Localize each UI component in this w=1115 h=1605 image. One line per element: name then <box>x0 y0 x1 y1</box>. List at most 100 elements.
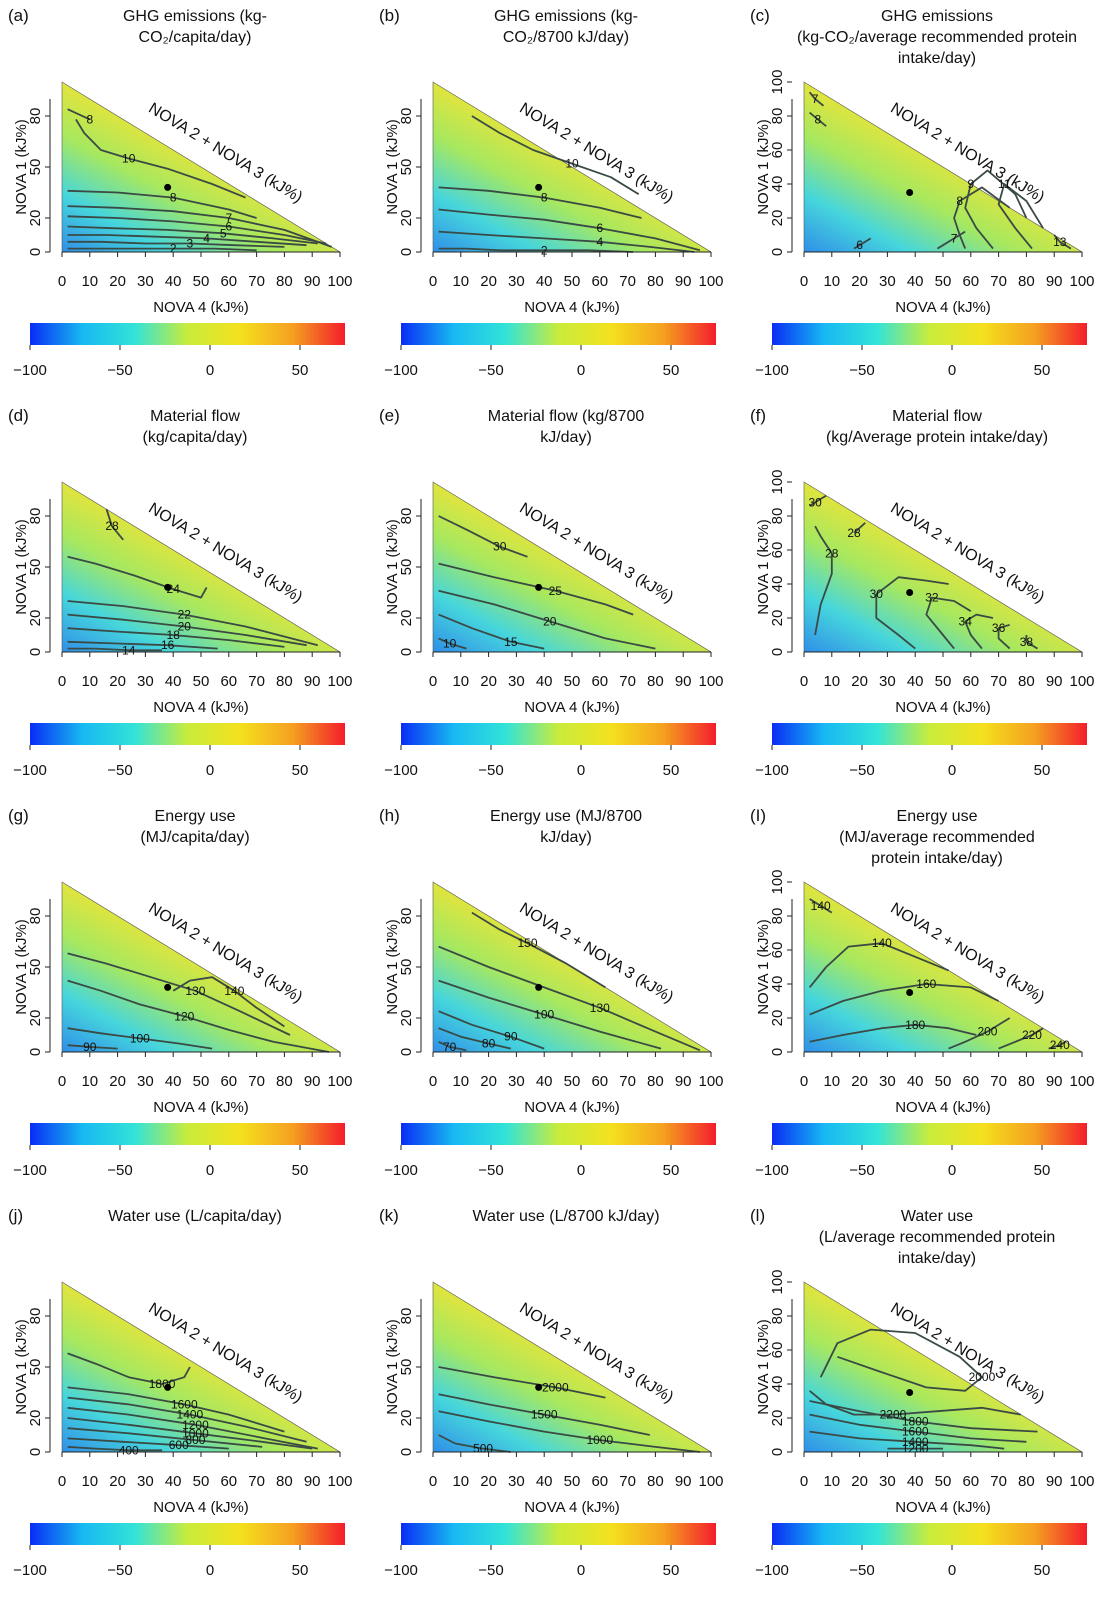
x-tick-label: 100 <box>698 1473 723 1490</box>
contour-line <box>67 1386 285 1433</box>
x-tick-label: 70 <box>248 1473 265 1490</box>
panel-label: (k) <box>379 1206 399 1225</box>
contour-line <box>438 613 545 650</box>
colorbar-tick-label: 50 <box>1034 362 1051 379</box>
contour-line <box>814 525 833 636</box>
x-tick-label: 40 <box>907 273 924 290</box>
y-tick-label: 50 <box>27 559 44 576</box>
colorbar-tick-label: 50 <box>663 1162 680 1179</box>
contour-line <box>67 108 91 121</box>
x-tick-label: 80 <box>276 1473 293 1490</box>
contour-label: 7 <box>951 231 958 245</box>
contour-line <box>438 637 467 650</box>
x-axis-title: NOVA 4 (kJ%) <box>895 299 991 316</box>
x-tick-label: 70 <box>248 673 265 690</box>
contour-line <box>809 1430 1005 1450</box>
x-tick-label: 0 <box>429 273 437 290</box>
contour-label: 8 <box>86 112 93 126</box>
y-axis-title: NOVA 1 (kJ%) <box>13 519 30 615</box>
y-tick-label: 80 <box>398 508 415 525</box>
colorbar-tick-label: 50 <box>1034 1562 1051 1579</box>
mean-diet-point <box>535 983 543 991</box>
contour-label: 1400 <box>902 1435 929 1449</box>
colorbar-tick-label: 0 <box>948 1162 956 1179</box>
colorbar-tick-label: −50 <box>849 1162 874 1179</box>
contour-line <box>953 186 1011 249</box>
mean-diet-point <box>164 1383 172 1391</box>
y-tick-label: 0 <box>398 648 415 656</box>
panel-title-line: Energy use (MJ/8700 <box>489 808 643 825</box>
x-tick-label: 10 <box>823 273 840 290</box>
y-tick-label: 20 <box>769 210 786 227</box>
colorbar <box>30 723 345 745</box>
x-tick-label: 20 <box>109 1473 126 1490</box>
panel-title-line: intake/day) <box>897 50 977 67</box>
contour-label: 180 <box>905 1018 925 1032</box>
x-tick-label: 100 <box>698 673 723 690</box>
colorbar-tick-label: −100 <box>13 362 47 379</box>
panel-title-line: CO₂/8700 kJ/day) <box>502 29 630 46</box>
contour-line <box>997 183 1044 250</box>
panel-8: (I) Energy use (MJ/average recommended prot… <box>742 800 1113 1200</box>
x-tick-label: 60 <box>220 673 237 690</box>
y-tick-label: 40 <box>769 1376 786 1393</box>
contour-line <box>809 494 827 507</box>
contour-label: 200 <box>977 1025 997 1039</box>
contour-label: 7 <box>225 211 232 225</box>
x-tick-label: 90 <box>1046 673 1063 690</box>
panel-title-line: (L/average recommended protein <box>818 1229 1056 1246</box>
contour-label: 30 <box>808 495 822 509</box>
colorbar-tick-label: 50 <box>1034 762 1051 779</box>
x-axis-title: NOVA 4 (kJ%) <box>153 699 249 716</box>
panel-label: (g) <box>8 806 29 825</box>
x-tick-label: 100 <box>1069 673 1094 690</box>
contour-line <box>438 208 701 252</box>
panel-7: (h) Energy use (MJ/8700 kJ/day) 70 80 90 100 13… <box>371 800 742 1200</box>
contour-line <box>438 979 662 1050</box>
x-tick-label: 80 <box>1018 1073 1035 1090</box>
mean-diet-point <box>906 1389 914 1396</box>
colorbar-tick-label: −50 <box>107 1162 132 1179</box>
x-tick-label: 90 <box>1046 1473 1063 1490</box>
x-tick-label: 10 <box>452 1073 469 1090</box>
x-tick-label: 50 <box>935 1073 952 1090</box>
panel-5: (f) Material flow (kg/Average protein inta… <box>742 400 1113 800</box>
contour-line <box>105 508 124 541</box>
colorbar <box>30 323 345 345</box>
contour-line <box>1053 234 1072 250</box>
contour-line <box>67 640 218 650</box>
ternary-triangle <box>61 81 342 253</box>
colorbar-tick-label: 50 <box>663 362 680 379</box>
x-axis-title: NOVA 4 (kJ%) <box>524 299 620 316</box>
contour-label: 10 <box>443 637 457 651</box>
x-tick-label: 0 <box>429 673 437 690</box>
x-tick-label: 10 <box>452 273 469 290</box>
colorbar <box>772 723 1087 745</box>
contour-label: 8 <box>170 191 177 205</box>
contour-line <box>809 983 999 1016</box>
x-tick-label: 10 <box>81 673 98 690</box>
contour-line <box>438 589 656 650</box>
mean-diet-point <box>906 589 914 596</box>
panel-label: (c) <box>750 6 770 25</box>
panel-title: Energy use (MJ/average recommended protein… <box>782 806 1092 869</box>
contour-label: 28 <box>105 519 119 533</box>
y-tick-label: 80 <box>27 508 44 525</box>
panel-label: (f) <box>750 406 767 425</box>
contour-label: 38 <box>1020 635 1034 649</box>
x-tick-label: 0 <box>58 673 66 690</box>
x-tick-label: 70 <box>990 1073 1007 1090</box>
contour-line <box>809 1413 1027 1443</box>
x-tick-label: 30 <box>879 273 896 290</box>
y-axis-title: NOVA 1 (kJ%) <box>13 1319 30 1415</box>
x-tick-label: 100 <box>327 1473 352 1490</box>
x-tick-label: 30 <box>508 1073 525 1090</box>
panel-title-line: GHG emissions (kg- <box>122 8 268 25</box>
panel-label: (b) <box>379 6 400 25</box>
colorbar-tick-label: 0 <box>577 1562 585 1579</box>
